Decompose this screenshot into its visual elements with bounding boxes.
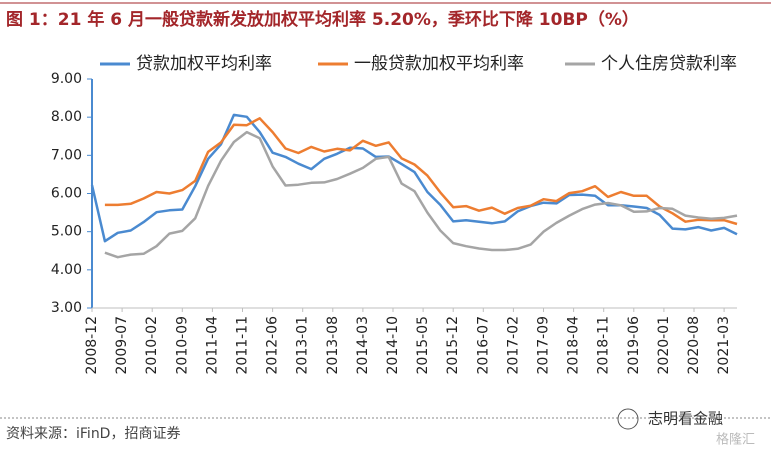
- y-tick-label: 7.00: [51, 147, 82, 163]
- x-tick-label: 2011-11: [235, 316, 251, 375]
- x-tick-label: 2020-08: [686, 316, 702, 375]
- y-tick-label: 4.00: [51, 262, 82, 278]
- y-tick-label: 3.00: [51, 300, 82, 316]
- x-tick-label: 2019-06: [626, 316, 642, 375]
- x-tick-label: 2010-09: [174, 316, 190, 375]
- y-tick-label: 8.00: [51, 109, 82, 125]
- y-tick-label: 9.00: [51, 71, 82, 87]
- legend-label: 贷款加权平均利率: [136, 54, 272, 74]
- watermark: 志明看金融: [648, 410, 723, 428]
- x-tick-label: 2015-12: [445, 316, 461, 375]
- source: 资料来源：iFinD，招商证券: [6, 426, 180, 442]
- x-tick-label: 2015-05: [415, 316, 431, 375]
- x-tick-label: 2014-10: [385, 316, 401, 375]
- legend-label: 一般贷款加权平均利率: [354, 54, 524, 74]
- x-tick-label: 2018-11: [596, 316, 612, 375]
- x-tick-label: 2018-04: [566, 316, 582, 375]
- x-tick-label: 2011-04: [204, 316, 220, 375]
- series-line: [104, 117, 738, 226]
- series-line: [104, 130, 738, 259]
- watermark-icon: [617, 408, 639, 430]
- x-tick-label: 2010-02: [144, 316, 160, 375]
- x-tick-label: 2016-07: [475, 316, 491, 375]
- x-tick-label: 2013-01: [295, 316, 311, 375]
- x-tick-label: 2008-12: [84, 316, 100, 375]
- chart-title: 图 1：21 年 6 月一般贷款新发放加权平均利率 5.20%，季环比下降 10…: [6, 9, 639, 30]
- x-tick-label: 2014-03: [355, 316, 371, 375]
- watermark2: 格隆汇: [716, 432, 755, 448]
- series-line: [90, 113, 738, 243]
- x-tick-label: 2012-06: [265, 316, 281, 375]
- x-tick-label: 2021-03: [716, 316, 732, 375]
- x-tick-label: 2013-08: [325, 316, 341, 375]
- y-tick-label: 6.00: [51, 186, 82, 202]
- x-tick-label: 2020-01: [656, 316, 672, 375]
- x-tick-label: 2017-02: [505, 316, 521, 375]
- y-tick-label: 5.00: [51, 224, 82, 240]
- x-tick-label: 2009-07: [114, 316, 130, 375]
- legend-label: 个人住房贷款利率: [601, 54, 737, 74]
- x-tick-label: 2017-09: [536, 316, 552, 375]
